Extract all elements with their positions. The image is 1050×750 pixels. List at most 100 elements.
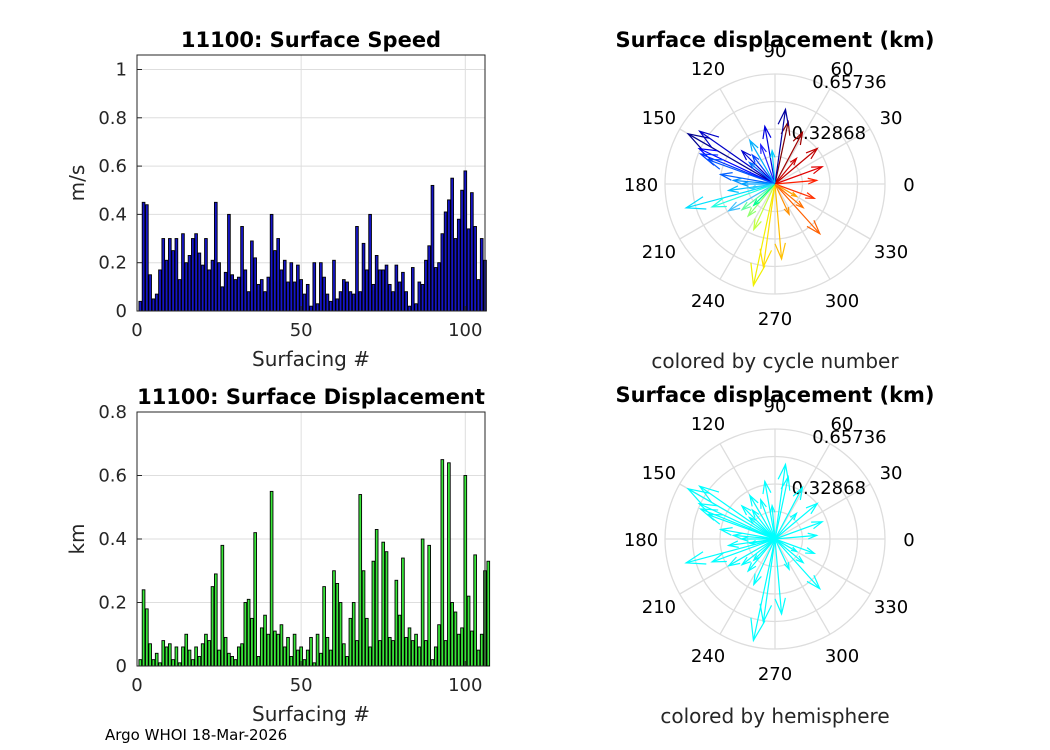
bar (338, 291, 343, 312)
bar (476, 279, 481, 312)
displacement-arrowhead (684, 551, 707, 565)
bar (414, 303, 418, 312)
displacement-arrowhead (783, 561, 790, 572)
bar (217, 262, 221, 312)
angle-label: 90 (764, 396, 787, 417)
bar (168, 643, 172, 667)
bar (230, 274, 235, 312)
y-tick-label: 0.6 (98, 466, 127, 487)
displacement-arrowhead (718, 527, 733, 536)
displacement-arrowhead (762, 124, 772, 140)
bar (197, 252, 202, 312)
bar (171, 250, 175, 312)
bar (296, 649, 300, 667)
bar (374, 529, 379, 667)
bar (200, 643, 205, 667)
bar (164, 646, 169, 667)
y-tick-label: 0.6 (98, 156, 127, 177)
bar (197, 656, 202, 667)
displacement-arrowhead (759, 603, 773, 624)
displacement-arrowhead (805, 547, 817, 554)
displacement-arrow (687, 133, 776, 185)
bar (263, 291, 267, 312)
displacement-arrowhead (748, 493, 759, 507)
bar (161, 640, 166, 667)
bar (410, 640, 415, 667)
displacement-arrowhead (684, 196, 707, 210)
angle-label: 240 (691, 291, 725, 312)
bar (394, 264, 399, 312)
angle-label: 0 (903, 530, 914, 551)
bar (141, 201, 146, 312)
displacement-arrow (774, 183, 783, 260)
angle-label: 0 (903, 175, 914, 196)
angle-label: 150 (642, 108, 676, 129)
bar (470, 630, 474, 667)
angle-label: 240 (691, 646, 725, 667)
y-tick-label: 0.8 (98, 402, 127, 423)
bar (191, 238, 195, 312)
bar (424, 259, 428, 312)
y-axis-label: km (65, 523, 89, 554)
x-tick-label: 100 (448, 320, 482, 341)
chart-caption: colored by hemisphere (660, 704, 889, 728)
bar (348, 617, 353, 667)
bar (355, 226, 359, 312)
bar (151, 659, 156, 667)
displacement-arrow (774, 538, 798, 553)
displacement-arrow (707, 513, 776, 540)
y-tick-label: 0 (116, 656, 127, 677)
bar (138, 300, 143, 312)
angle-label: 180 (624, 530, 658, 551)
x-tick-label: 100 (448, 675, 482, 696)
displacement-arrow (685, 183, 776, 209)
bar (345, 656, 349, 667)
displacement-bar-chart: 0 0.2 0.4 0.6 0.8 0 50 100 11100: Surface Displa… (65, 385, 491, 726)
bar (358, 494, 363, 667)
bar (371, 560, 376, 667)
bar (322, 276, 326, 312)
displacement-arrowhead (807, 177, 819, 185)
bar (443, 211, 448, 312)
displacement-arrow (752, 538, 776, 641)
bar (470, 192, 474, 312)
displacement-arrowhead (686, 487, 710, 506)
bar (391, 291, 395, 312)
displacement-arrowhead (726, 540, 739, 548)
displacement-arrowhead (698, 485, 720, 503)
bar (404, 291, 409, 312)
displacement-arrow (764, 481, 776, 540)
displacement-arrow (760, 144, 776, 185)
bar (200, 264, 205, 312)
displacement-arrowhead (789, 156, 798, 166)
displacement-arrowhead (774, 242, 786, 261)
bar (387, 283, 392, 312)
bar (253, 532, 257, 667)
displacement-arrowhead (783, 206, 790, 217)
bar (437, 262, 441, 312)
displacement-arrow (733, 534, 776, 540)
bar (154, 293, 159, 312)
bar (174, 646, 179, 667)
bar (332, 570, 336, 667)
angle-label: 330 (874, 597, 908, 618)
y-tick-label: 0.2 (98, 593, 127, 614)
displacement-arrowhead (790, 546, 799, 553)
bar (407, 627, 412, 667)
bar (282, 259, 287, 312)
bar (338, 602, 343, 667)
bar (223, 636, 228, 667)
displacement-arrow (741, 538, 776, 566)
displacement-arrowhead (747, 516, 757, 525)
bar (447, 462, 451, 667)
displacement-arrow (771, 505, 776, 540)
bar (187, 649, 192, 667)
bar (250, 240, 254, 312)
bar (342, 279, 346, 312)
bar (227, 652, 231, 667)
bar (427, 544, 431, 667)
bar (437, 624, 441, 667)
bar (141, 589, 146, 667)
bar (440, 459, 445, 667)
displacement-arrow (750, 538, 776, 544)
